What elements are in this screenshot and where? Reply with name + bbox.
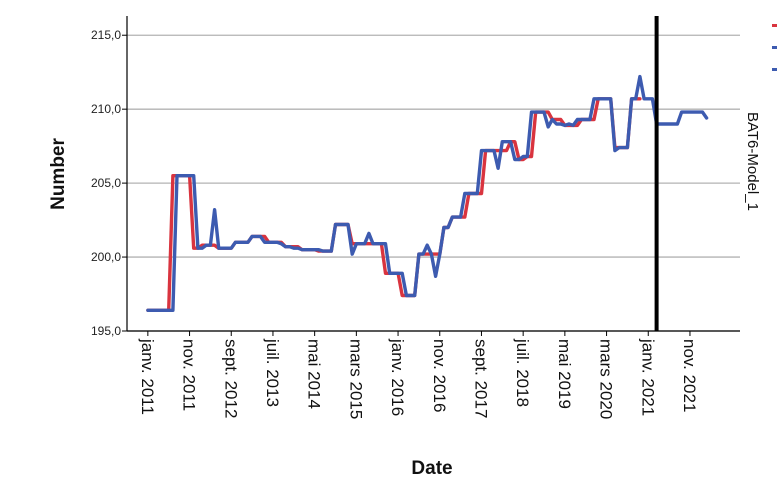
y-axis-title: Number	[48, 138, 69, 210]
x-tick-label: nov. 2021	[680, 339, 699, 412]
x-axis-ticks: janv. 2011 nov. 2011 sept. 2012 juil. 2013 m…	[138, 331, 699, 419]
model-label: BAT6-Model_1	[744, 112, 761, 211]
y-tick-label: 195,0	[91, 324, 121, 338]
legend	[772, 24, 777, 71]
x-tick-label: juil. 2013	[263, 338, 282, 407]
legend-swatch-1	[772, 24, 777, 27]
x-tick-label: sept. 2017	[471, 339, 490, 418]
x-tick-label: janv. 2011	[138, 338, 157, 415]
legend-swatch-3	[772, 68, 777, 71]
x-tick-label: mai 2014	[305, 339, 324, 409]
y-tick-label: 205,0	[91, 176, 121, 190]
axes	[126, 16, 740, 332]
x-tick-label: mai 2019	[555, 339, 574, 409]
y-tick-label: 215,0	[91, 28, 121, 42]
x-axis-title: Date	[411, 458, 452, 479]
x-tick-label: nov. 2016	[430, 339, 449, 412]
series-line-2	[146, 74, 709, 312]
y-tick-label: 210,0	[91, 102, 121, 116]
x-tick-label: sept. 2012	[221, 339, 240, 418]
y-axis-ticks: 195,0 200,0 205,0 210,0 215,0	[91, 28, 127, 338]
y-tick-label: 200,0	[91, 250, 121, 264]
x-tick-label: nov. 2011	[180, 339, 199, 411]
x-tick-label: mars 2020	[597, 339, 616, 419]
series-line-1	[146, 97, 642, 312]
series-lines	[146, 74, 709, 312]
x-tick-label: juil. 2018	[513, 338, 532, 407]
legend-swatch-2	[772, 46, 777, 49]
gridlines	[127, 34, 740, 332]
x-tick-label: janv. 2016	[388, 338, 407, 416]
x-tick-label: mars 2015	[346, 339, 365, 419]
x-tick-label: janv. 2021	[638, 338, 657, 416]
